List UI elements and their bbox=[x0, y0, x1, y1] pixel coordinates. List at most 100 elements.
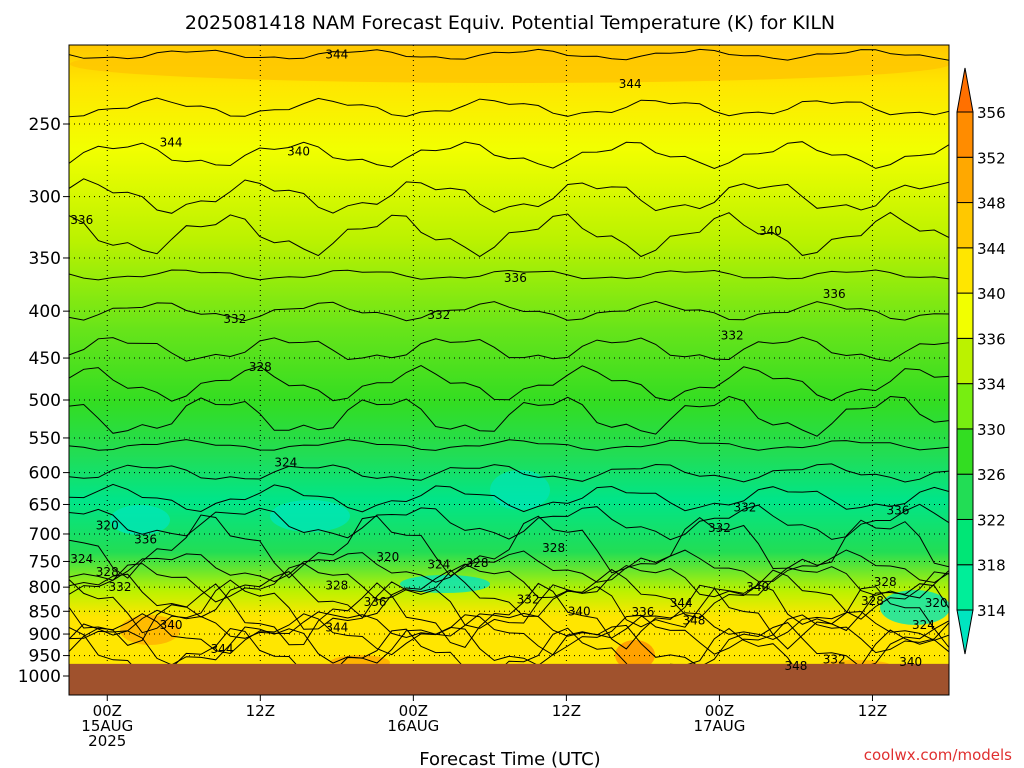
contour-label: 332 bbox=[223, 312, 246, 326]
contour-label: 336 bbox=[823, 287, 846, 301]
contour-label: 340 bbox=[287, 145, 310, 159]
contour-label: 336 bbox=[504, 271, 527, 285]
y-tick-label: 850 bbox=[29, 602, 61, 622]
contour-label: 344 bbox=[160, 136, 183, 150]
colorbar-segment bbox=[956, 111, 974, 158]
y-tick-label: 250 bbox=[29, 115, 61, 135]
contour-label: 340 bbox=[746, 580, 769, 594]
x-tick-label: 00Z bbox=[399, 702, 428, 720]
ground-below-surface bbox=[69, 663, 949, 695]
colorbar-label: 330 bbox=[977, 421, 1006, 439]
contour-label: 336 bbox=[70, 213, 93, 227]
y-tick-label: 300 bbox=[29, 188, 61, 208]
contour-label: 336 bbox=[887, 504, 910, 518]
y-tick-label: 650 bbox=[29, 495, 61, 515]
contour-label: 340 bbox=[899, 655, 922, 669]
y-tick-label: 450 bbox=[29, 349, 61, 369]
field-blob bbox=[70, 45, 949, 83]
contour-label: 324 bbox=[274, 456, 297, 470]
contour-line bbox=[69, 463, 949, 483]
y-tick-label: 400 bbox=[29, 302, 61, 322]
x-tick-label: 00Z bbox=[705, 702, 734, 720]
contour-line bbox=[69, 300, 949, 322]
contour-label: 320 bbox=[96, 518, 119, 532]
x-tick-label: 12Z bbox=[246, 702, 275, 720]
contour-line bbox=[69, 395, 949, 437]
contour-line bbox=[69, 439, 949, 451]
colorbar-label: 334 bbox=[977, 376, 1006, 394]
contour-line bbox=[69, 613, 949, 656]
contour-label: 328 bbox=[96, 565, 119, 579]
colorbar-arrow-bottom bbox=[956, 609, 974, 655]
contour-line bbox=[69, 48, 949, 61]
y-tick-label: 350 bbox=[29, 249, 61, 269]
colorbar-label: 348 bbox=[977, 195, 1006, 213]
contour-line bbox=[69, 549, 949, 584]
contour-line bbox=[69, 483, 949, 513]
contour-label: 332 bbox=[823, 653, 846, 667]
colorbar-label: 318 bbox=[977, 557, 1006, 575]
y-tick-label: 550 bbox=[29, 429, 61, 449]
contour-label: 324 bbox=[427, 558, 450, 572]
y-tick-label: 900 bbox=[29, 625, 61, 645]
contour-label: 348 bbox=[785, 659, 808, 673]
contour-label: 332 bbox=[733, 501, 756, 515]
contour-label: 320 bbox=[376, 550, 399, 564]
contour-line bbox=[69, 97, 949, 118]
field-background bbox=[69, 45, 949, 695]
contour-line bbox=[69, 514, 949, 579]
y-tick-label: 750 bbox=[29, 552, 61, 572]
colorbar-arrow-top bbox=[956, 67, 974, 113]
contour-label: 336 bbox=[134, 533, 157, 547]
x-tick-label: 12Z bbox=[552, 702, 581, 720]
field-blob bbox=[110, 505, 170, 535]
contour-label: 332 bbox=[517, 592, 540, 606]
contour-label: 332 bbox=[708, 521, 731, 535]
contour-line bbox=[69, 141, 949, 170]
contour-label: 344 bbox=[325, 620, 348, 634]
contour-label: 324 bbox=[70, 552, 93, 566]
contour-label: 344 bbox=[211, 642, 234, 656]
contour-line bbox=[69, 582, 949, 650]
contour-label: 336 bbox=[364, 595, 387, 609]
y-tick-label: 600 bbox=[29, 464, 61, 484]
colorbar-segment bbox=[956, 337, 974, 385]
x-tick-label: 00Z bbox=[93, 702, 122, 720]
contour-label: 332 bbox=[109, 580, 132, 594]
y-tick-label: 950 bbox=[29, 647, 61, 667]
contour-label: 340 bbox=[759, 224, 782, 238]
colorbar-label: 314 bbox=[977, 602, 1006, 620]
contour-label: 328 bbox=[861, 594, 884, 608]
contour-line bbox=[69, 609, 949, 641]
contour-lines bbox=[69, 48, 949, 686]
colorbar-segment bbox=[956, 428, 974, 475]
colorbar-segment bbox=[956, 564, 974, 611]
plot-frame bbox=[68, 44, 950, 696]
colorbar-label: 356 bbox=[977, 104, 1006, 122]
contour-label: 340 bbox=[160, 618, 183, 632]
colorbar-label: 352 bbox=[977, 149, 1006, 167]
colorbar-segment bbox=[956, 156, 974, 204]
colorbar-segment bbox=[956, 383, 974, 430]
contour-label: 328 bbox=[874, 575, 897, 589]
x-tick-label: 2025 bbox=[88, 732, 126, 750]
contour-label: 332 bbox=[721, 328, 744, 342]
x-tick-label: 15AUG bbox=[81, 717, 133, 735]
y-tick-label: 500 bbox=[29, 391, 61, 411]
contour-line bbox=[69, 269, 949, 281]
colorbar: 314 318 322 326 330 334 336 340 344 348 352 356 bbox=[956, 67, 1006, 655]
contour-label: 324 bbox=[912, 618, 935, 632]
colorbar-label: 336 bbox=[977, 330, 1006, 348]
field-blob bbox=[490, 470, 550, 510]
contour-label: 348 bbox=[682, 614, 705, 628]
y-axis: 250 300 350 400 450 500 550 600 650 700 750 800 850 9… bbox=[18, 115, 69, 687]
contour-label: 344 bbox=[619, 77, 642, 91]
colorbar-segment bbox=[956, 518, 974, 566]
contour-label: 328 bbox=[466, 556, 489, 570]
colorbar-label: 326 bbox=[977, 466, 1006, 484]
plot-area bbox=[69, 45, 949, 695]
contour-label: 336 bbox=[631, 605, 654, 619]
